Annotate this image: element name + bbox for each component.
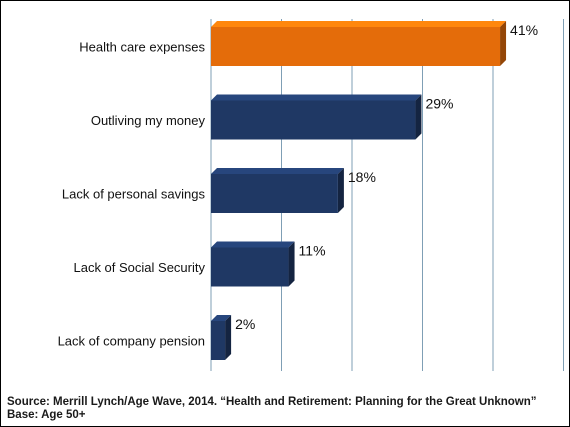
bar-1 [211, 94, 422, 140]
base-text: Base: Age 50+ [7, 409, 86, 421]
bar-top-face [211, 21, 507, 27]
category-label: Health care expenses [79, 40, 205, 55]
bar-0 [211, 21, 507, 66]
bar-top-face [211, 241, 295, 248]
source-text: Source: Merrill Lynch/Age Wave, 2014. “H… [7, 396, 537, 408]
bar-front-face [211, 247, 289, 287]
bar-side-face [288, 241, 295, 287]
bar-2 [211, 168, 344, 213]
value-label: 18% [348, 169, 376, 185]
bar-top-face [211, 168, 344, 174]
bar-top-face [211, 315, 232, 321]
bar-front-face [211, 174, 338, 213]
bar-side-face [337, 168, 344, 213]
bar-top-face [211, 94, 422, 101]
value-label: 41% [510, 22, 538, 38]
bar-side-face [415, 94, 422, 140]
bar-side-face [225, 315, 232, 360]
category-label: Lack of Social Security [73, 260, 205, 275]
value-label: 29% [425, 96, 453, 112]
category-label: Lack of personal savings [62, 187, 206, 202]
bar-front-face [211, 100, 416, 140]
value-label: 2% [235, 316, 255, 332]
bar-side-face [500, 21, 507, 66]
bar-3 [211, 241, 295, 287]
bar-front-face [211, 27, 501, 66]
value-label: 11% [299, 243, 326, 259]
bar-chart: Health care expenses 41% Outliving my mone… [58, 19, 564, 371]
bar-front-face [211, 321, 226, 360]
bar-4 [211, 315, 232, 360]
source-note: Source: Merrill Lynch/Age Wave, 2014. “H… [7, 396, 562, 422]
category-label: Lack of company pension [58, 334, 205, 349]
category-label: Outliving my money [91, 113, 206, 128]
